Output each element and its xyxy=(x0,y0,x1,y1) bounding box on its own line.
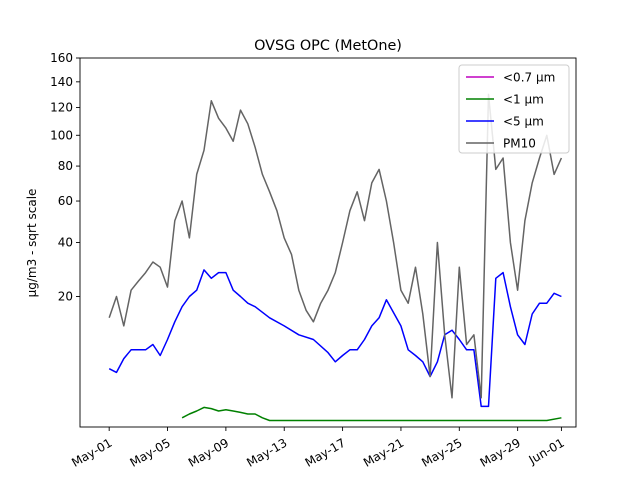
x-tick-label: May-17 xyxy=(303,436,348,470)
x-tick-label: May-25 xyxy=(419,436,464,470)
y-tick-label: 140 xyxy=(50,75,73,89)
y-tick-label: 60 xyxy=(58,194,73,208)
x-tick-label: May-09 xyxy=(186,436,231,470)
legend: <0.7 µm <1 µm <5 µm PM10 xyxy=(458,64,570,154)
x-axis-ticks: May-01 May-05 May-09 May-13 May-17 May-21 May-… xyxy=(69,427,567,470)
x-tick-label: May-01 xyxy=(69,436,114,470)
x-tick-label: May-29 xyxy=(478,436,523,470)
legend-label: <0.7 µm xyxy=(503,71,555,85)
x-tick-label: Jun-01 xyxy=(526,436,567,468)
series-line-3 xyxy=(108,93,563,399)
legend-box xyxy=(458,64,570,154)
chart-title: OVSG OPC (MetOne) xyxy=(254,38,402,54)
y-tick-label: 100 xyxy=(50,128,73,142)
x-tick-label: May-05 xyxy=(128,436,173,470)
y-tick-label: 80 xyxy=(58,159,73,173)
x-tick-label: May-21 xyxy=(361,436,406,470)
y-axis-label: µg/m3 - sqrt scale xyxy=(25,189,39,298)
y-tick-label: 40 xyxy=(58,236,73,250)
y-tick-label: 120 xyxy=(50,100,73,114)
y-tick-label: 20 xyxy=(58,290,73,304)
series-layer xyxy=(108,93,563,422)
y-tick-label: 160 xyxy=(50,51,73,65)
legend-label: <5 µm xyxy=(503,115,544,129)
legend-label: PM10 xyxy=(503,137,536,151)
series-line-2 xyxy=(108,269,562,408)
y-axis-ticks: 20 40 60 80 100 120 140 160 xyxy=(50,51,80,304)
plot-frame xyxy=(79,57,577,428)
legend-label: <1 µm xyxy=(503,93,544,107)
series-line-1 xyxy=(181,406,562,422)
x-tick-label: May-13 xyxy=(244,436,289,470)
